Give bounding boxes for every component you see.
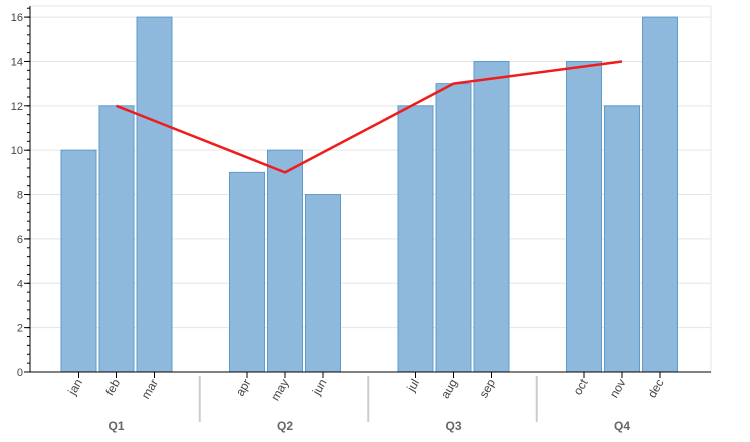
x-tick-label: jul <box>403 377 422 395</box>
bar-jun <box>305 194 341 373</box>
x-tick-label: jan <box>64 377 85 399</box>
x-tick-label: oct <box>570 376 590 397</box>
y-tick-label: 10 <box>11 145 23 157</box>
group-label: Q4 <box>614 419 630 433</box>
x-tick-label: nov <box>607 377 629 401</box>
bar-feb <box>98 105 135 373</box>
bar-apr <box>229 171 265 373</box>
y-tick-label: 0 <box>17 367 23 379</box>
axes <box>24 6 711 422</box>
bar-jul <box>397 105 434 373</box>
bar-may <box>267 149 303 373</box>
y-tick-label: 14 <box>11 56 23 68</box>
y-tick-label: 16 <box>11 12 23 24</box>
bar-jan <box>60 149 97 373</box>
x-tick-label: jun <box>309 377 330 399</box>
line-series-path <box>116 60 623 174</box>
x-tick-label: dec <box>645 377 667 401</box>
x-tick-label: sep <box>476 376 498 400</box>
y-tick-label: 8 <box>17 190 23 202</box>
group-label: Q2 <box>277 419 293 433</box>
group-label: Q3 <box>445 419 461 433</box>
group-label: Q1 <box>108 419 124 433</box>
x-tick-label: mar <box>139 377 161 402</box>
x-tick-label: aug <box>438 377 460 401</box>
bar-mar <box>136 16 173 373</box>
y-tick-label: 12 <box>11 101 23 113</box>
y-tick-label: 6 <box>17 234 23 246</box>
bar-dec <box>642 16 678 373</box>
y-tick-label: 4 <box>17 278 23 290</box>
y-tick-label: 2 <box>17 323 23 335</box>
line-series <box>116 60 623 174</box>
x-tick-label: feb <box>103 376 124 398</box>
bar-oct <box>566 60 602 373</box>
x-tick-label: apr <box>233 376 254 398</box>
bar-sep <box>473 60 510 373</box>
x-tick-label: may <box>268 377 291 404</box>
bar-nov <box>604 105 640 373</box>
bar-aug <box>435 83 472 373</box>
